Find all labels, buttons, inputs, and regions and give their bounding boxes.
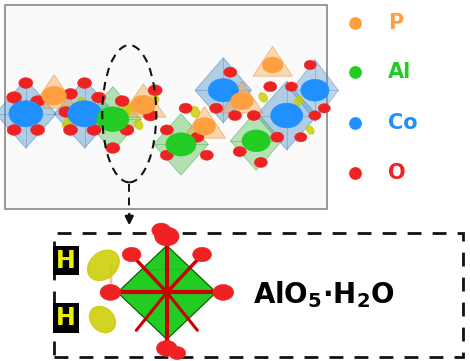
Ellipse shape [191,106,199,117]
Circle shape [210,103,223,113]
Circle shape [122,247,141,262]
Circle shape [63,125,78,135]
Circle shape [152,223,171,238]
Circle shape [7,125,21,135]
Ellipse shape [226,89,235,99]
Circle shape [262,57,283,73]
Circle shape [7,92,22,103]
Circle shape [131,95,156,114]
Circle shape [100,284,121,300]
Circle shape [318,104,330,113]
Circle shape [301,79,329,101]
Circle shape [78,78,92,88]
Circle shape [208,79,238,102]
Circle shape [264,82,277,92]
Ellipse shape [78,97,87,108]
Circle shape [233,147,246,157]
Circle shape [191,132,204,142]
Polygon shape [183,106,226,138]
Circle shape [309,111,321,120]
Circle shape [169,347,186,360]
Circle shape [97,107,129,131]
Text: P: P [388,13,403,34]
Circle shape [254,157,267,168]
Circle shape [179,103,192,113]
Polygon shape [291,60,338,121]
Circle shape [247,110,260,121]
Circle shape [106,143,120,153]
Circle shape [68,101,102,127]
Ellipse shape [295,96,302,106]
Text: H: H [56,249,76,273]
Circle shape [271,132,284,142]
Circle shape [148,85,162,96]
Polygon shape [0,79,56,148]
Text: Co: Co [388,113,417,133]
Circle shape [304,60,316,70]
Circle shape [228,110,242,121]
Polygon shape [256,81,317,150]
Polygon shape [121,84,166,117]
Circle shape [87,125,101,135]
Polygon shape [221,81,263,113]
Circle shape [285,82,298,91]
Circle shape [59,106,73,117]
Ellipse shape [87,250,119,280]
Circle shape [193,247,212,262]
Polygon shape [230,111,282,170]
Polygon shape [85,87,141,152]
Circle shape [63,88,78,99]
Polygon shape [118,245,216,339]
Circle shape [213,284,234,300]
Text: H: H [56,306,76,330]
Circle shape [200,150,213,160]
Ellipse shape [149,96,159,106]
Circle shape [271,103,303,128]
Polygon shape [54,79,115,148]
Polygon shape [31,75,77,108]
Ellipse shape [63,116,77,129]
Bar [5,5,327,209]
Text: $\mathbf{AlO_5{\cdot}H_2O}$: $\mathbf{AlO_5{\cdot}H_2O}$ [253,279,395,310]
Bar [54,233,463,357]
Circle shape [42,86,66,105]
Circle shape [92,92,106,103]
Polygon shape [154,114,208,175]
Circle shape [31,125,45,135]
Text: O: O [388,163,405,183]
Ellipse shape [306,126,314,134]
Circle shape [160,125,173,135]
Circle shape [19,78,33,88]
Ellipse shape [134,119,143,130]
Point [351,170,359,176]
Circle shape [115,96,129,106]
Circle shape [224,67,237,77]
Circle shape [242,130,270,152]
Circle shape [9,101,43,127]
Circle shape [157,340,177,356]
Circle shape [231,92,253,110]
Circle shape [166,133,196,156]
Circle shape [31,96,45,106]
Point [351,69,359,75]
Point [351,120,359,126]
Circle shape [295,132,307,142]
Circle shape [120,125,134,135]
Circle shape [155,227,179,246]
Ellipse shape [259,93,267,102]
Ellipse shape [89,306,116,332]
Polygon shape [253,46,292,76]
Text: Al: Al [388,62,411,82]
Ellipse shape [121,104,133,116]
Polygon shape [195,58,251,123]
Circle shape [160,150,173,160]
Point [351,21,359,26]
Circle shape [143,110,157,121]
Circle shape [193,118,216,135]
